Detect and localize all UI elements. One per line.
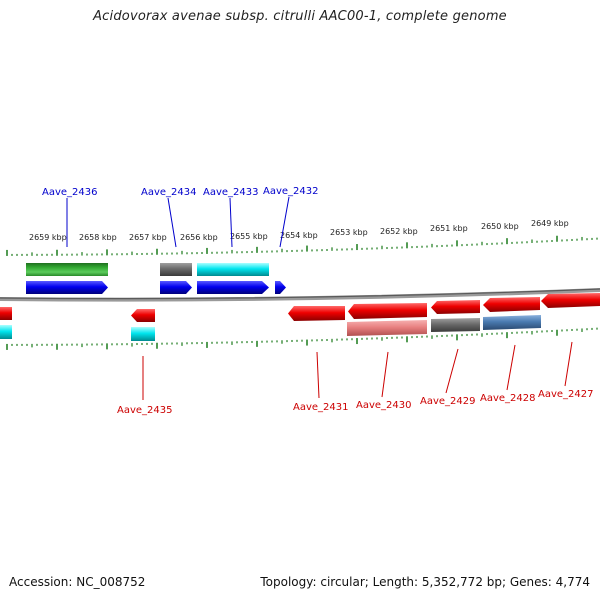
gene-arrow-aave-2433[interactable] [197, 281, 269, 294]
scale-label: 2649 kbp [531, 219, 569, 228]
lower-feature-track [0, 315, 541, 341]
leader-line-aave-2430 [381, 351, 389, 398]
gene-label-aave-2431[interactable]: Aave_2431 [293, 402, 349, 413]
genome-backbone-edge [0, 288, 600, 300]
gene-arrow-partial-left[interactable] [0, 307, 12, 320]
scale-label: 2653 kbp [330, 228, 368, 237]
leader-line-aave-2434 [167, 197, 177, 248]
scale-label: 2655 kbp [230, 232, 268, 241]
scale-labels: 2659 kbp 2658 kbp 2657 kbp 2656 kbp 2655… [29, 219, 569, 242]
reverse-strand-genes [0, 293, 600, 322]
leader-line-aave-2432 [279, 196, 290, 248]
gene-arrow-aave-2431[interactable] [288, 306, 345, 321]
gene-arrow-aave-2432[interactable] [275, 281, 286, 294]
gene-label-aave-2434[interactable]: Aave_2434 [141, 187, 197, 198]
feature-block-pink[interactable] [347, 320, 427, 336]
upper-feature-track [26, 263, 269, 276]
gene-label-aave-2436[interactable]: Aave_2436 [42, 187, 98, 198]
gene-label-aave-2432[interactable]: Aave_2432 [263, 186, 319, 197]
tick-row-lower [6, 327, 598, 350]
scale-label: 2651 kbp [430, 224, 468, 233]
feature-block-green[interactable] [26, 263, 108, 276]
feature-block-cyan[interactable] [197, 263, 269, 276]
gene-label-aave-2430[interactable]: Aave_2430 [356, 400, 412, 411]
gene-label-aave-2435[interactable]: Aave_2435 [117, 405, 173, 416]
gene-arrow-aave-2430[interactable] [348, 303, 427, 319]
leader-line-aave-2427 [564, 341, 573, 387]
genome-backbone [0, 288, 600, 302]
gene-arrow-aave-2428[interactable] [483, 297, 540, 312]
reverse-leader-lines [142, 341, 573, 400]
accession-text: Accession: NC_008752 [9, 575, 146, 589]
gene-arrow-aave-2427[interactable] [541, 293, 600, 308]
forward-gene-labels: Aave_2436 Aave_2434 Aave_2433 Aave_2432 [42, 186, 319, 198]
feature-block-gray[interactable] [431, 318, 480, 332]
leader-line-aave-2433 [229, 197, 233, 248]
scale-label: 2657 kbp [129, 233, 167, 242]
feature-block-steelblue[interactable] [483, 315, 541, 330]
leader-line-aave-2429 [445, 348, 459, 394]
leader-line-aave-2428 [506, 344, 516, 391]
gene-label-aave-2428[interactable]: Aave_2428 [480, 393, 536, 404]
gene-label-aave-2429[interactable]: Aave_2429 [420, 396, 476, 407]
tick-row-upper [6, 235, 598, 256]
genome-summary-text: Topology: circular; Length: 5,352,772 bp… [260, 575, 590, 589]
gene-arrow-aave-2434[interactable] [160, 281, 192, 294]
forward-strand-genes [26, 281, 286, 294]
scale-label: 2659 kbp [29, 233, 67, 242]
gene-label-aave-2427[interactable]: Aave_2427 [538, 389, 594, 400]
scale-label: 2658 kbp [79, 233, 117, 242]
feature-block-gray[interactable] [160, 263, 192, 276]
gene-arrow-aave-2435[interactable] [131, 309, 155, 322]
gene-arrow-aave-2436[interactable] [26, 281, 108, 294]
gene-arrow-aave-2429[interactable] [431, 300, 480, 314]
scale-label: 2652 kbp [380, 227, 418, 236]
feature-block-cyan[interactable] [131, 327, 155, 341]
feature-block-cyan[interactable] [0, 325, 12, 339]
scale-label: 2654 kbp [280, 231, 318, 240]
leader-line-aave-2431 [316, 351, 320, 399]
reverse-gene-labels: Aave_2435 Aave_2431 Aave_2430 Aave_2429 … [117, 389, 594, 416]
scale-label: 2650 kbp [481, 222, 519, 231]
gene-label-aave-2433[interactable]: Aave_2433 [203, 187, 259, 198]
forward-leader-lines [66, 196, 290, 248]
map-title: Acidovorax avenae subsp. citrulli AAC00-… [93, 9, 507, 24]
scale-label: 2656 kbp [180, 233, 218, 242]
